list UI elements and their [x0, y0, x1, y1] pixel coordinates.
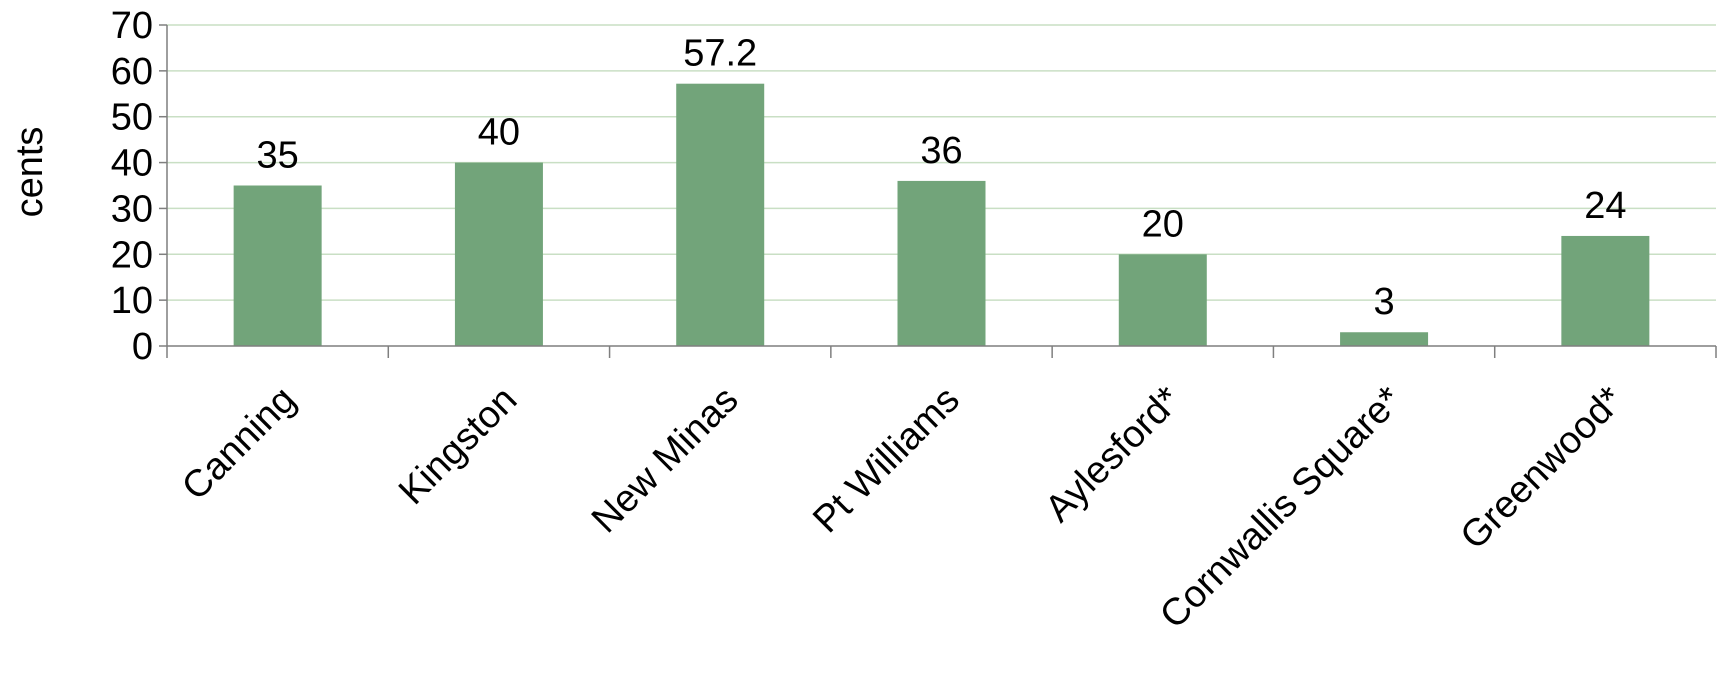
y-tick-label: 20 — [111, 234, 153, 276]
x-category-label: Cornwallis Square* — [1152, 379, 1410, 637]
data-label: 57.2 — [683, 33, 757, 75]
labels: 01020304050607035Canning40Kingston57.2Ne… — [111, 5, 1632, 637]
data-label: 24 — [1584, 185, 1626, 227]
bar-aylesford- — [1118, 254, 1207, 346]
bar-canning — [233, 185, 322, 346]
data-label: 40 — [478, 112, 520, 154]
data-label: 36 — [920, 130, 962, 172]
x-category-label: Canning — [174, 379, 304, 509]
y-tick-label: 50 — [111, 97, 153, 139]
bars — [233, 83, 1650, 346]
axes — [159, 24, 1717, 358]
x-category-label: Greenwood* — [1453, 379, 1632, 558]
y-tick-label: 60 — [111, 51, 153, 93]
x-category-label: Pt Williams — [805, 379, 968, 542]
x-category-label: Aylesford* — [1037, 379, 1189, 531]
x-category-label: New Minas — [584, 379, 747, 542]
x-category-label: Kingston — [391, 379, 525, 513]
data-label: 35 — [257, 135, 299, 177]
data-label: 3 — [1374, 281, 1395, 323]
y-tick-label: 10 — [111, 280, 153, 322]
bar-new-minas — [676, 83, 765, 346]
bar-cornwallis-square- — [1340, 332, 1429, 346]
data-label: 20 — [1142, 203, 1184, 245]
y-tick-label: 30 — [111, 188, 153, 230]
bar-greenwood- — [1561, 235, 1650, 346]
y-tick-label: 70 — [111, 5, 153, 47]
y-axis-title: cents — [9, 127, 51, 218]
y-tick-label: 40 — [111, 143, 153, 185]
bar-pt-williams — [897, 180, 986, 346]
y-tick-label: 0 — [132, 326, 153, 368]
bar-kingston — [454, 162, 543, 346]
